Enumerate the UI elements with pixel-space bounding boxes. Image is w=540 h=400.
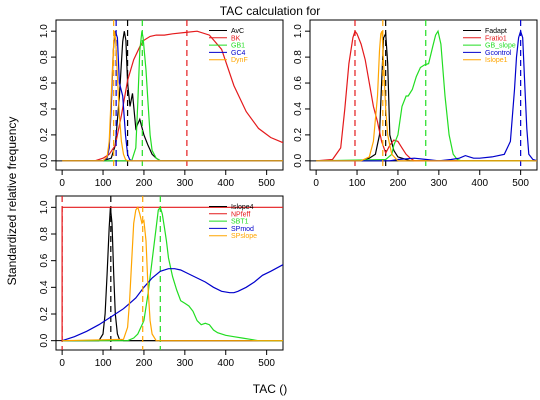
- y-tick-label: 0.8: [39, 50, 50, 64]
- series-group: [61, 196, 283, 350]
- series-line-islope4: [62, 207, 283, 342]
- series-line-bk: [62, 30, 283, 162]
- x-tick-label: 100: [95, 178, 112, 189]
- y-tick-label: 0.6: [293, 76, 304, 90]
- panel-bottom-left: 0 100 200 300 400 500 0.0 0.2 0.4 0.6 0.8 1.0 Islope…: [39, 195, 284, 369]
- series-line-dynf: [62, 31, 283, 162]
- series-line-avc: [62, 31, 283, 162]
- series-line-gb-slope: [316, 29, 537, 162]
- legend-label-islope1: Islope1: [485, 57, 508, 64]
- y-tick-label: 0.4: [39, 102, 50, 116]
- series-line-gcontrol: [316, 29, 537, 162]
- y-tick-label: 1.0: [39, 24, 50, 38]
- legend-label-sbt1: SBT1: [231, 219, 249, 226]
- y-tick-label: 0.4: [39, 280, 50, 294]
- y-tick-label: 0.2: [39, 307, 50, 321]
- x-tick-label: 400: [217, 178, 234, 189]
- series-line-spslope: [62, 205, 283, 342]
- plot-frame: [309, 19, 538, 171]
- series-line-spmod: [61, 264, 283, 342]
- figure-title: TAC calculation for: [220, 4, 320, 18]
- series-group: [62, 20, 283, 170]
- x-tick-label: 100: [349, 178, 366, 189]
- x-tick-label: 0: [313, 178, 319, 189]
- y-tick-label: 0.8: [293, 50, 304, 64]
- x-tick-label: 500: [258, 178, 275, 189]
- x-tick-label: 300: [176, 178, 193, 189]
- y-tick-label: 0.8: [39, 227, 50, 241]
- panel-top-right: 0 100 200 300 400 500 0.0 0.2 0.4 0.6 0.8 1.0 Fadapt…: [293, 19, 538, 189]
- x-tick-label: 100: [95, 358, 112, 369]
- y-tick-label: 0.0: [39, 333, 50, 347]
- y-tick-label: 1.0: [293, 24, 304, 38]
- series-line-fratio1: [316, 29, 537, 162]
- legend-label-islope4: Islope4: [231, 204, 254, 211]
- x-tick-label: 300: [430, 178, 447, 189]
- x-axis-label: TAC (): [253, 382, 287, 396]
- y-tick-label: 0.4: [293, 102, 304, 116]
- y-tick-label: 0.0: [39, 153, 50, 167]
- legend-label-dynf: DynF: [231, 57, 248, 64]
- legend-label-gb1: GB1: [231, 43, 245, 50]
- series-line-sbt1: [62, 205, 283, 342]
- x-tick-label: 200: [136, 178, 153, 189]
- legend-label-gcontrol: Gcontrol: [485, 50, 512, 57]
- y-tick-label: 1.0: [39, 200, 50, 214]
- plot-frame: [55, 19, 284, 171]
- y-tick-label: 0.6: [39, 76, 50, 90]
- legend-label-fadapt: Fadapt: [485, 28, 507, 35]
- series-line-islope1: [316, 30, 537, 162]
- y-tick-label: 0.0: [293, 153, 304, 167]
- x-tick-label: 500: [512, 178, 529, 189]
- y-tick-label: 0.2: [293, 128, 304, 142]
- legend-label-avc: AvC: [231, 28, 244, 35]
- legend-label-gc4: GC4: [231, 50, 246, 57]
- x-tick-label: 300: [176, 358, 193, 369]
- x-tick-label: 400: [217, 358, 234, 369]
- legend-label-npfeff: NPfeff: [231, 211, 250, 218]
- series-line-gb1: [62, 31, 283, 162]
- legend-label-gb-slope: GB_slope: [485, 43, 516, 50]
- legend-label-bk: BK: [231, 35, 241, 42]
- x-tick-label: 200: [136, 358, 153, 369]
- y-tick-label: 0.2: [39, 128, 50, 142]
- x-tick-label: 200: [390, 178, 407, 189]
- series-line-gc4: [62, 31, 283, 162]
- legend-label-spslope: SPslope: [231, 233, 257, 240]
- x-tick-label: 0: [59, 178, 65, 189]
- plot-frame: [55, 195, 284, 351]
- legend-label-spmod: SPmod: [231, 226, 254, 233]
- y-tick-label: 0.6: [39, 253, 50, 267]
- series-group: [316, 20, 537, 170]
- x-tick-label: 400: [471, 178, 488, 189]
- legend-label-fratio1: Fratio1: [485, 35, 507, 42]
- y-axis-label: Standardized relative frequency: [5, 117, 19, 286]
- x-tick-label: 0: [59, 358, 65, 369]
- x-tick-label: 500: [258, 358, 275, 369]
